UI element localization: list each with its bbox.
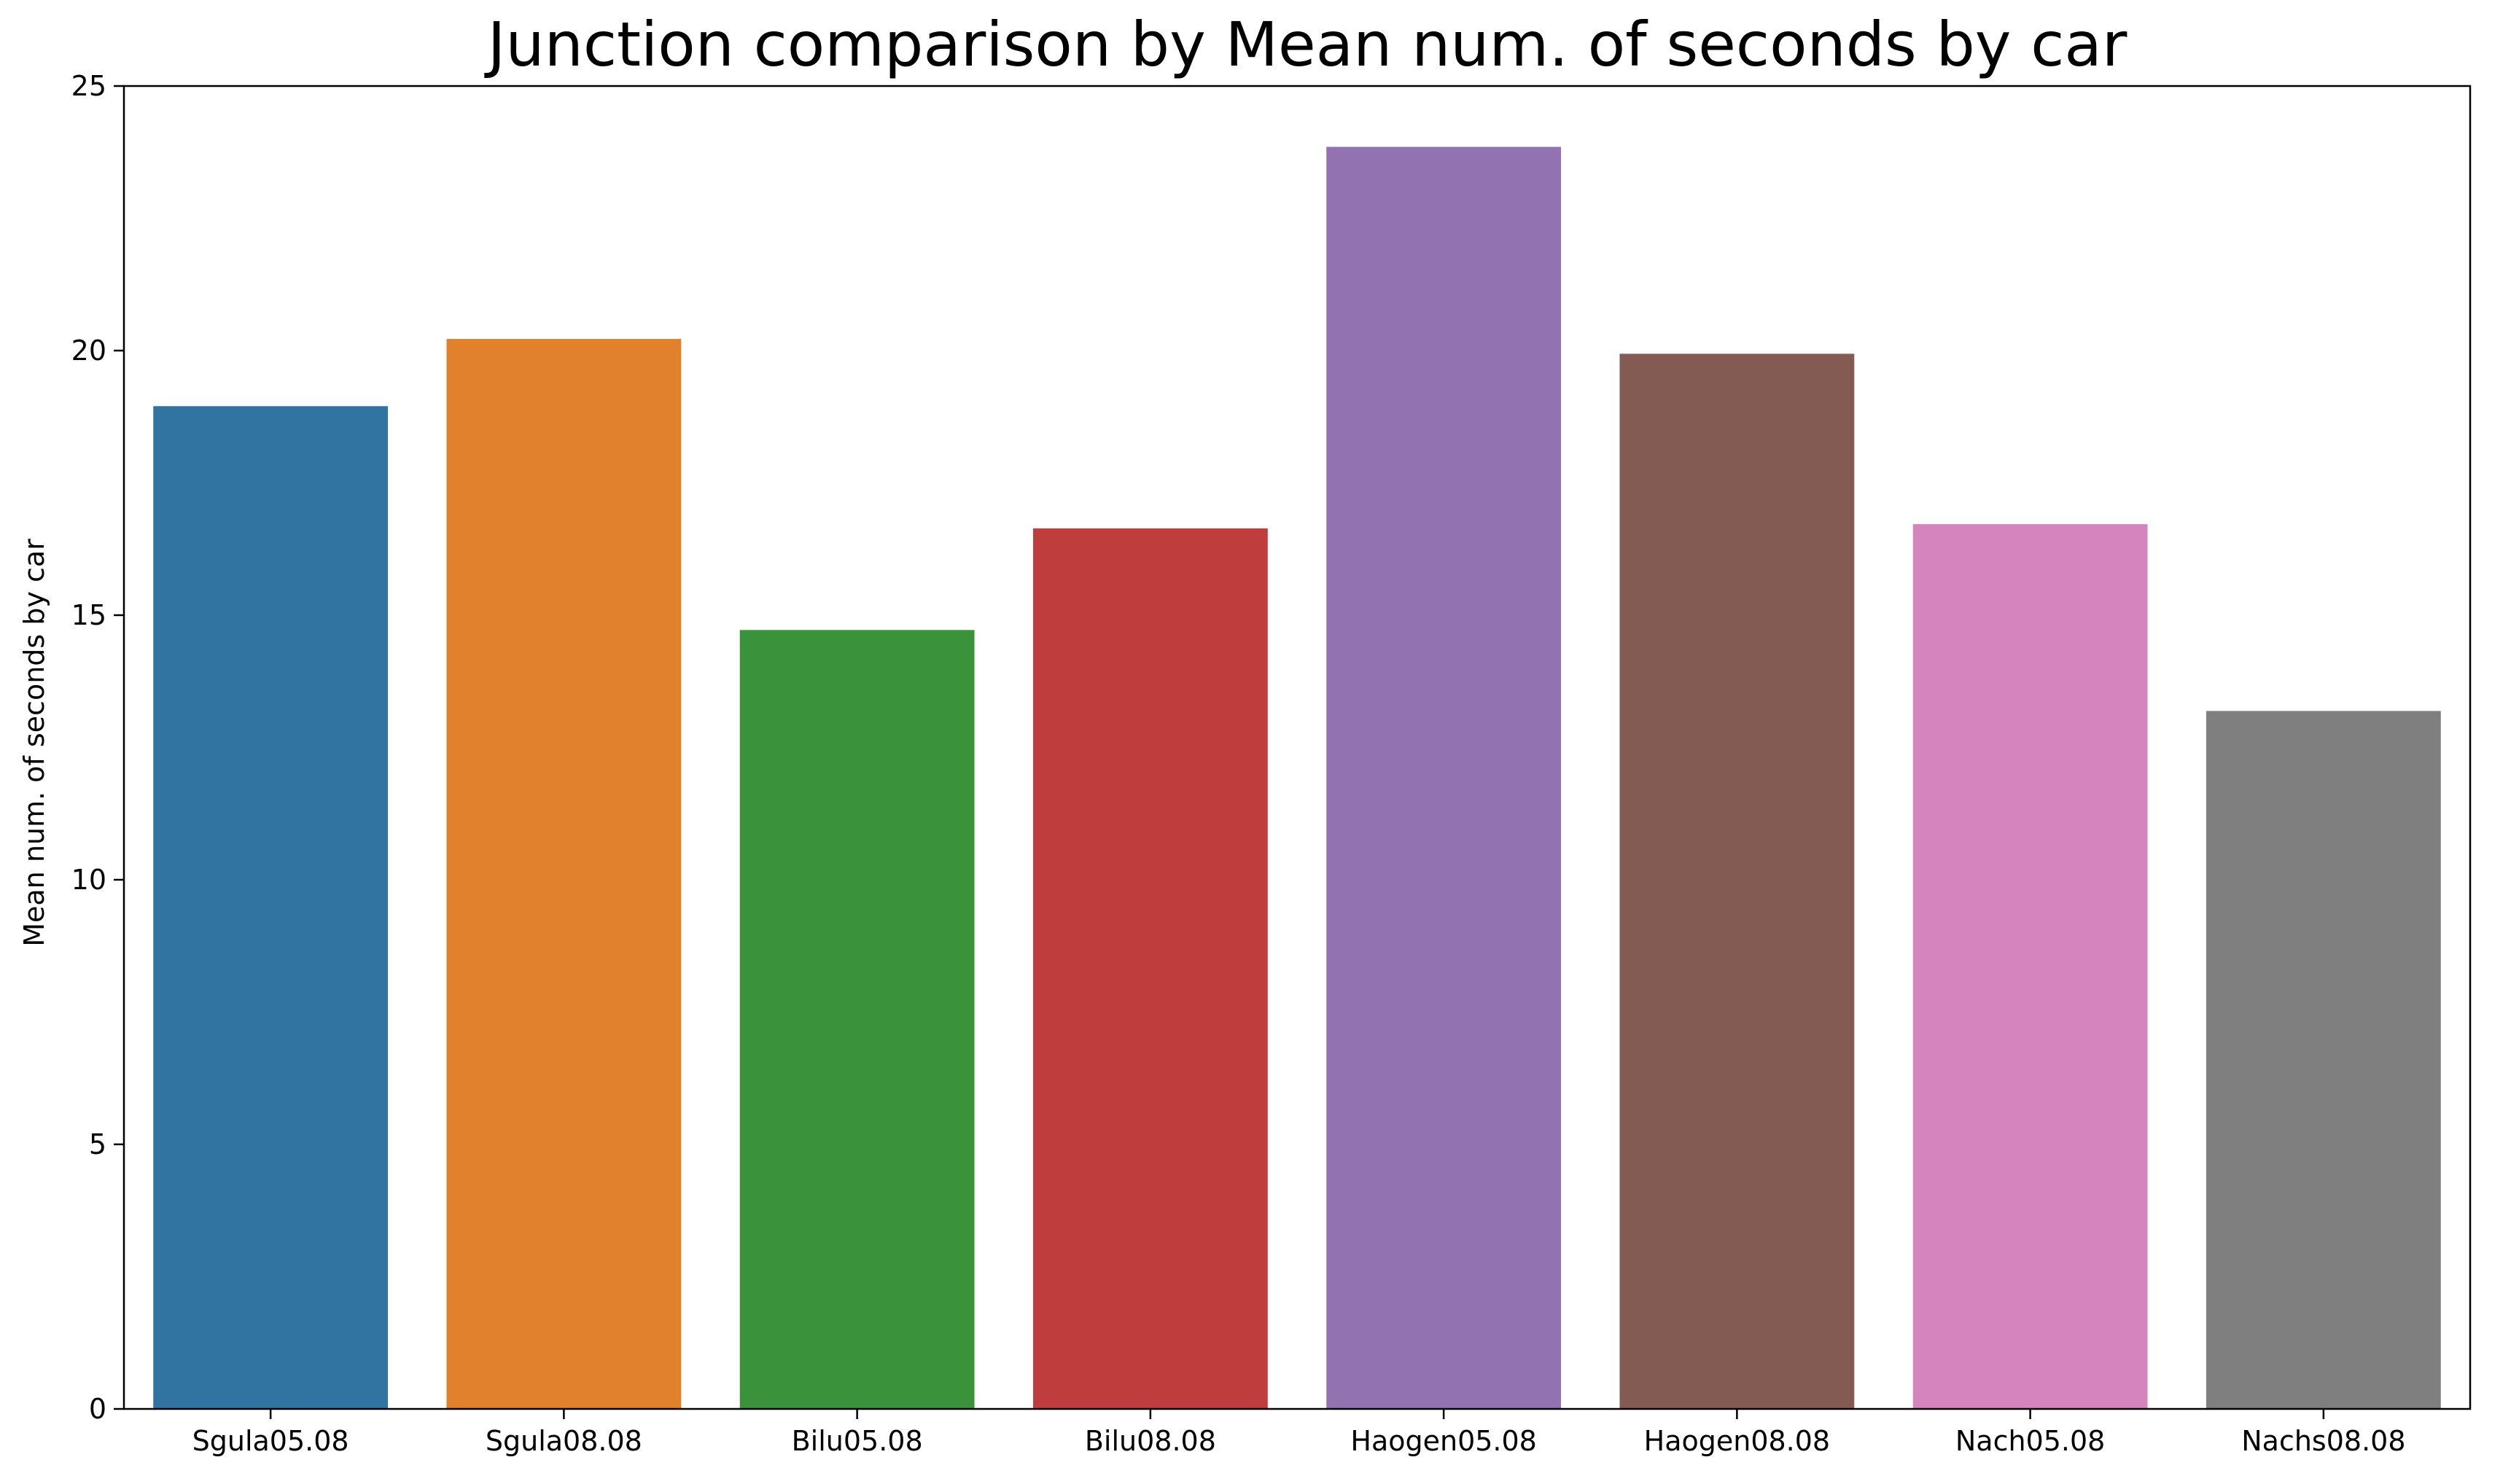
x-tick-label: Nachs08.08	[2241, 1425, 2405, 1457]
y-axis-ticks: 0 5 10 15 20 25	[71, 70, 124, 1425]
bar-nachs08-08	[2205, 711, 2441, 1409]
bar-sgula05-08	[153, 406, 389, 1409]
bar-bilu08-08	[1032, 528, 1268, 1409]
bar-nach05-08	[1912, 524, 2148, 1410]
y-tick-label: 25	[71, 70, 106, 102]
bar-bilu05-08	[739, 630, 975, 1409]
y-axis-label: Mean num. of seconds by car	[18, 539, 50, 947]
y-tick-label: 0	[89, 1393, 106, 1425]
x-tick-label: Sgula05.08	[192, 1425, 349, 1457]
x-axis-ticks: Sgula05.08 Sgula08.08 Bilu05.08 Bilu08.08 Ha…	[192, 1409, 2406, 1457]
bar-haogen05-08	[1326, 147, 1562, 1410]
x-tick-label: Bilu05.08	[792, 1425, 923, 1457]
bar-sgula08-08	[446, 339, 682, 1409]
x-tick-label: Haogen05.08	[1350, 1425, 1536, 1457]
y-tick-label: 5	[89, 1128, 106, 1160]
x-tick-label: Haogen08.08	[1644, 1425, 1830, 1457]
y-tick-label: 10	[71, 864, 106, 896]
x-tick-label: Nach05.08	[1955, 1425, 2105, 1457]
bar-haogen08-08	[1619, 354, 1855, 1410]
y-tick-label: 15	[71, 599, 106, 631]
chart-title: Junction comparison by Mean num. of seco…	[484, 9, 2127, 80]
x-tick-label: Sgula08.08	[486, 1425, 642, 1457]
plot-area-frame	[122, 85, 2472, 1410]
x-tick-label: Bilu08.08	[1085, 1425, 1216, 1457]
y-tick-label: 20	[71, 335, 106, 367]
bars-group	[153, 147, 2441, 1410]
